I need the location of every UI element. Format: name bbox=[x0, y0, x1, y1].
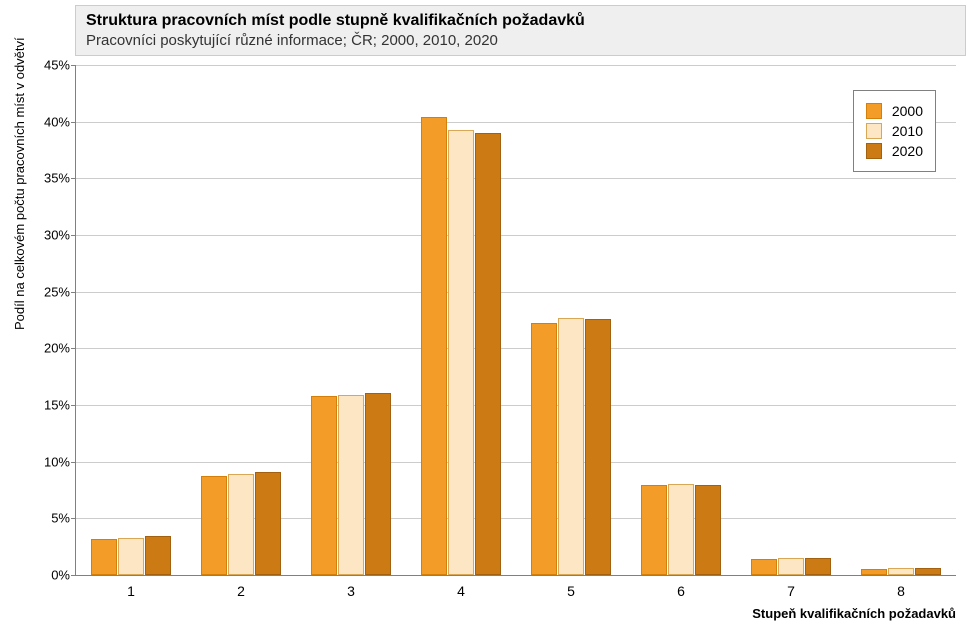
gridline bbox=[76, 178, 956, 179]
y-tick-label: 45% bbox=[44, 58, 70, 73]
bar-2020-cat1 bbox=[145, 536, 171, 575]
bar-2000-cat1 bbox=[91, 539, 117, 575]
chart-title: Struktura pracovních míst podle stupně k… bbox=[86, 12, 955, 30]
gridline bbox=[76, 235, 956, 236]
legend-swatch bbox=[866, 103, 882, 119]
bar-2020-cat3 bbox=[365, 393, 391, 575]
plot-area: 0%5%10%15%20%25%30%35%40%45%12345678 bbox=[75, 65, 956, 576]
legend-label: 2000 bbox=[892, 103, 923, 119]
gridline bbox=[76, 122, 956, 123]
y-tick-mark bbox=[71, 178, 76, 179]
y-axis-label: Podíl na celkovém počtu pracovních míst … bbox=[12, 37, 27, 330]
bar-2000-cat7 bbox=[751, 559, 777, 575]
gridline bbox=[76, 292, 956, 293]
x-tick-label: 8 bbox=[897, 583, 905, 599]
y-tick-label: 10% bbox=[44, 454, 70, 469]
y-tick-label: 15% bbox=[44, 398, 70, 413]
y-tick-mark bbox=[71, 518, 76, 519]
gridline bbox=[76, 65, 956, 66]
bar-2010-cat5 bbox=[558, 318, 584, 575]
y-tick-label: 0% bbox=[51, 568, 70, 583]
bar-2020-cat4 bbox=[475, 133, 501, 575]
y-tick-label: 25% bbox=[44, 284, 70, 299]
legend-label: 2020 bbox=[892, 143, 923, 159]
legend-item-2020: 2020 bbox=[866, 143, 923, 159]
y-tick-mark bbox=[71, 405, 76, 406]
bar-2000-cat6 bbox=[641, 485, 667, 575]
y-tick-label: 35% bbox=[44, 171, 70, 186]
gridline bbox=[76, 462, 956, 463]
chart-subtitle: Pracovníci poskytující různé informace; … bbox=[86, 32, 955, 49]
y-tick-label: 40% bbox=[44, 114, 70, 129]
x-tick-label: 3 bbox=[347, 583, 355, 599]
bar-2020-cat2 bbox=[255, 472, 281, 575]
legend-swatch bbox=[866, 123, 882, 139]
y-tick-mark bbox=[71, 348, 76, 349]
y-tick-mark bbox=[71, 575, 76, 576]
x-axis-label: Stupeň kvalifikačních požadavků bbox=[752, 606, 956, 621]
bar-2010-cat1 bbox=[118, 538, 144, 575]
x-tick-label: 2 bbox=[237, 583, 245, 599]
x-tick-label: 4 bbox=[457, 583, 465, 599]
bar-2000-cat5 bbox=[531, 323, 557, 575]
legend-item-2000: 2000 bbox=[866, 103, 923, 119]
x-tick-label: 7 bbox=[787, 583, 795, 599]
y-tick-mark bbox=[71, 65, 76, 66]
y-tick-mark bbox=[71, 235, 76, 236]
y-tick-label: 30% bbox=[44, 228, 70, 243]
y-tick-mark bbox=[71, 462, 76, 463]
bar-2010-cat8 bbox=[888, 568, 914, 575]
gridline bbox=[76, 405, 956, 406]
bar-2000-cat2 bbox=[201, 476, 227, 575]
bar-2020-cat8 bbox=[915, 568, 941, 575]
y-tick-label: 20% bbox=[44, 341, 70, 356]
x-tick-label: 1 bbox=[127, 583, 135, 599]
legend: 2000 2010 2020 bbox=[853, 90, 936, 172]
y-tick-mark bbox=[71, 122, 76, 123]
bar-2010-cat2 bbox=[228, 474, 254, 575]
bar-2020-cat6 bbox=[695, 485, 721, 575]
legend-label: 2010 bbox=[892, 123, 923, 139]
bar-2020-cat5 bbox=[585, 319, 611, 575]
gridline bbox=[76, 348, 956, 349]
bar-2010-cat3 bbox=[338, 395, 364, 575]
x-tick-label: 6 bbox=[677, 583, 685, 599]
bar-2010-cat6 bbox=[668, 484, 694, 575]
legend-swatch bbox=[866, 143, 882, 159]
chart-title-box: Struktura pracovních míst podle stupně k… bbox=[75, 5, 966, 56]
chart-container: Struktura pracovních míst podle stupně k… bbox=[0, 0, 976, 629]
bar-2000-cat3 bbox=[311, 396, 337, 575]
bar-2020-cat7 bbox=[805, 558, 831, 575]
bar-2010-cat4 bbox=[448, 130, 474, 575]
legend-item-2010: 2010 bbox=[866, 123, 923, 139]
y-tick-mark bbox=[71, 292, 76, 293]
bar-2000-cat4 bbox=[421, 117, 447, 575]
x-tick-label: 5 bbox=[567, 583, 575, 599]
bar-2010-cat7 bbox=[778, 558, 804, 575]
y-tick-label: 5% bbox=[51, 511, 70, 526]
bar-2000-cat8 bbox=[861, 569, 887, 575]
